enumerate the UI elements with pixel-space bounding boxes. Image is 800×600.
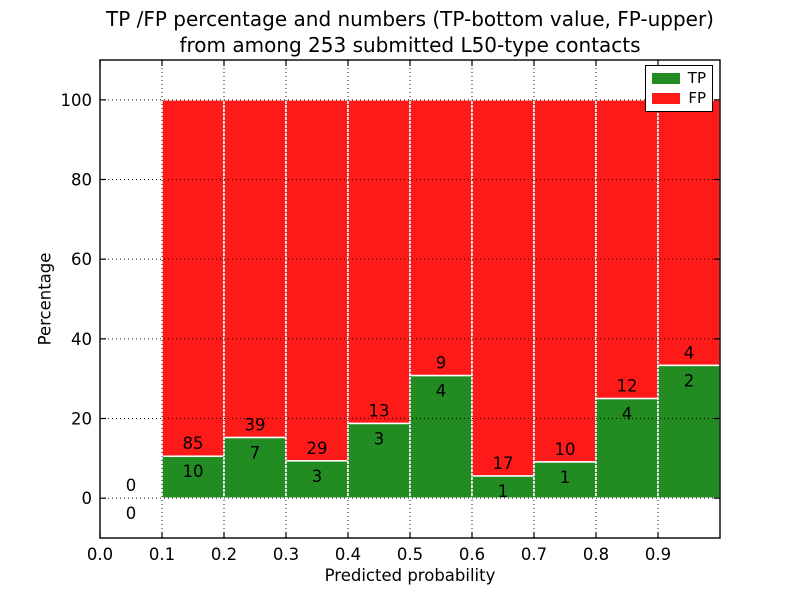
bar-fp-segment bbox=[285, 99, 349, 462]
x-tick-label: 0.9 bbox=[645, 545, 671, 564]
bar-tp-count-label: 0 bbox=[126, 504, 137, 523]
bar-fp-count-label: 85 bbox=[183, 434, 204, 453]
bar-fp-segment bbox=[223, 99, 287, 439]
bar-fp-count-label: 4 bbox=[684, 343, 695, 362]
bar-fp-segment bbox=[347, 99, 411, 425]
bar-fp-count-label: 17 bbox=[493, 454, 514, 473]
y-tick-label: 0 bbox=[82, 489, 93, 508]
bar-fp-segment bbox=[471, 99, 535, 477]
bar-tp-count-label: 2 bbox=[684, 371, 695, 390]
chart-title-line1: TP /FP percentage and numbers (TP-bottom… bbox=[106, 7, 714, 31]
bar-fp-count-label: 29 bbox=[307, 439, 328, 458]
x-axis-label: Predicted probability bbox=[324, 566, 496, 585]
x-tick-label: 0.4 bbox=[335, 545, 361, 564]
bar-fp-segment bbox=[657, 99, 721, 367]
y-tick-label: 100 bbox=[61, 91, 93, 110]
x-tick-label: 0.3 bbox=[273, 545, 299, 564]
bar-tp-count-label: 1 bbox=[560, 468, 571, 487]
y-axis-label: Percentage bbox=[35, 252, 55, 346]
y-tick-label: 20 bbox=[71, 410, 92, 429]
bar-tp-segment bbox=[409, 374, 473, 499]
x-tick-label: 0.6 bbox=[459, 545, 485, 564]
axes-spines bbox=[99, 59, 721, 539]
fp-swatch-icon bbox=[652, 92, 680, 104]
x-tick-label: 0.7 bbox=[521, 545, 547, 564]
bar-fp-count-label: 0 bbox=[126, 476, 137, 495]
legend: TP FP bbox=[645, 65, 713, 112]
x-tick-label: 0.1 bbox=[149, 545, 175, 564]
bar-fp-count-label: 12 bbox=[617, 377, 638, 396]
legend-entry-tp: TP bbox=[652, 71, 706, 86]
bar-fp-count-label: 13 bbox=[369, 401, 390, 420]
bar-tp-segment bbox=[285, 460, 349, 499]
x-tick-label: 0.2 bbox=[211, 545, 237, 564]
bar-tp-count-label: 3 bbox=[374, 429, 385, 448]
legend-label-tp: TP bbox=[687, 69, 706, 88]
bar-fp-count-label: 39 bbox=[245, 416, 266, 435]
bar-tp-count-label: 1 bbox=[498, 482, 509, 501]
legend-label-fp: FP bbox=[688, 88, 706, 107]
bar-tp-count-label: 4 bbox=[436, 382, 447, 401]
y-tick-label: 40 bbox=[71, 330, 92, 349]
bar-tp-segment bbox=[657, 364, 721, 499]
bar-tp-count-label: 10 bbox=[183, 462, 204, 481]
x-tick-label: 0.5 bbox=[397, 545, 423, 564]
tp-swatch-icon bbox=[652, 73, 680, 85]
legend-entry-fp: FP bbox=[652, 88, 706, 107]
bar-fp-segment bbox=[409, 99, 473, 377]
bar-tp-segment bbox=[595, 397, 659, 499]
bar-fp-count-label: 9 bbox=[436, 354, 447, 373]
chart-title: TP /FP percentage and numbers (TP-bottom… bbox=[100, 6, 720, 58]
bar-fp-segment bbox=[161, 99, 225, 457]
y-tick-label: 60 bbox=[71, 250, 92, 269]
chart-title-line2: from among 253 submitted L50-type contac… bbox=[179, 33, 641, 57]
bar-tp-count-label: 7 bbox=[250, 444, 261, 463]
bar-fp-segment bbox=[595, 99, 659, 400]
bar-tp-count-label: 3 bbox=[312, 467, 323, 486]
bar-tp-count-label: 4 bbox=[622, 405, 633, 424]
y-tick-label: 80 bbox=[71, 171, 92, 190]
bar-fp-segment bbox=[533, 99, 597, 463]
bar-fp-count-label: 10 bbox=[555, 440, 576, 459]
x-tick-label: 0.8 bbox=[583, 545, 609, 564]
x-tick-label: 0.0 bbox=[87, 545, 113, 564]
bar-tp-segment bbox=[161, 455, 225, 499]
